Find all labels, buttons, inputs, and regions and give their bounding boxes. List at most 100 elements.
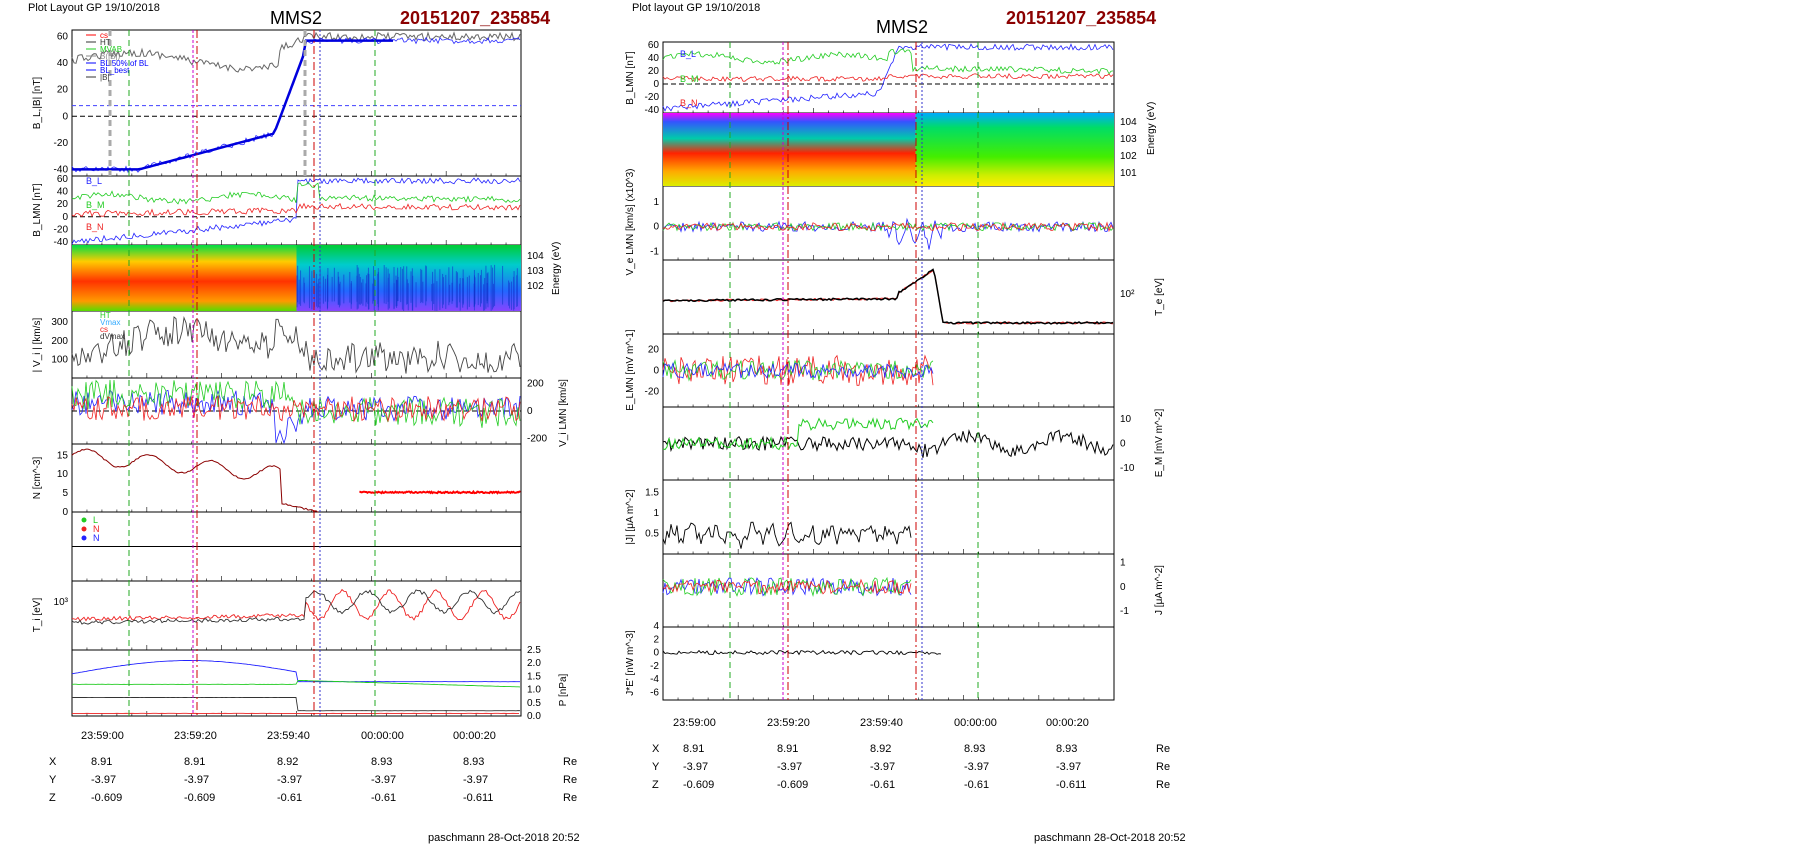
right-jlmn-tick: 1	[1120, 558, 1126, 569]
right-em-tick: 0	[1120, 439, 1126, 450]
left-vi-tick: 100	[51, 354, 68, 365]
left-p-tick: 0.0	[527, 711, 541, 722]
left-orbit-unit: Re	[563, 756, 577, 768]
right-orbit-value: -0.609	[683, 779, 714, 791]
left-orbit-value: -3.97	[184, 774, 209, 786]
right-jlmn-ylabel: J [μA m^-2]	[1154, 565, 1165, 615]
right-footer: paschmann 28-Oct-2018 20:52	[1034, 832, 1186, 844]
right-blmn-tick: -40	[645, 105, 660, 116]
legend-dot	[82, 518, 87, 523]
left-orbit-value: 8.91	[91, 756, 112, 768]
left-blmn-legend: B_M	[86, 200, 105, 210]
right-ylabel: E_LMN [mV m^-1]	[625, 329, 636, 411]
left-vi-legend: dVmax	[100, 332, 125, 341]
right-blmn-legend: B_M	[680, 74, 699, 84]
right-jlmn-tick: -1	[1120, 606, 1129, 617]
right-jlmn-tick: 0	[1120, 582, 1126, 593]
right-elmn-tick: 20	[648, 345, 660, 356]
right-te-ylabel: T_e [eV]	[1154, 278, 1165, 316]
right-time-label: 00:00:20	[1046, 717, 1089, 729]
left-p-tick: 1.0	[527, 685, 541, 696]
left-panel-frame-1	[72, 30, 521, 176]
right-je-tick: 4	[653, 621, 659, 632]
right-orbit-value: -3.97	[1056, 761, 1081, 773]
left-spectrogram-hot	[72, 245, 297, 311]
left-bl-tick: 20	[57, 85, 69, 96]
left-p-e	[72, 697, 520, 710]
left-spec-ylabel: Energy (eV)	[551, 242, 562, 295]
right-em-tick: -10	[1120, 463, 1135, 474]
right-blmn-legend: B_N	[680, 98, 698, 108]
right-orbit-row-label: Y	[652, 761, 659, 773]
right-em-ylabel: E_M [mV m^-2]	[1154, 408, 1165, 477]
left-blmn-tick: -40	[54, 237, 69, 248]
left-orbit-value: 8.91	[184, 756, 205, 768]
left-orbit-value: -0.61	[277, 792, 302, 804]
left-bl-tick: 60	[57, 32, 69, 43]
right-j-tick: 1	[653, 508, 659, 519]
right-orbit-row-label: X	[652, 743, 659, 755]
right-j-tick: 1.5	[645, 487, 659, 498]
right-orbit-value: 8.93	[964, 743, 985, 755]
right-orbit-value: -0.611	[1056, 779, 1086, 791]
left-spec-tick: 104	[527, 251, 544, 262]
left-n-tick: 10	[57, 469, 69, 480]
left-time-label: 00:00:00	[361, 730, 404, 742]
left-orbit-value: -0.609	[91, 792, 122, 804]
right-spectrogram-hot	[663, 113, 916, 186]
right-time-label: 23:59:20	[767, 717, 810, 729]
right-ve-tick: 1	[653, 197, 659, 208]
left-ylabel: N [cm^-3]	[32, 457, 43, 500]
right-orbit-value: -0.61	[964, 779, 989, 791]
right-spec-ylabel: Energy (eV)	[1146, 102, 1157, 155]
left-time-label: 23:59:20	[174, 730, 217, 742]
right-orbit-unit: Re	[1156, 743, 1170, 755]
right-jmag-series	[663, 522, 911, 548]
left-orbit-value: 8.93	[463, 756, 484, 768]
left-blmn-tick: 60	[57, 174, 69, 185]
right-spec-tick: 102	[1120, 151, 1137, 162]
left-spec-tick: 103	[527, 266, 544, 277]
left-orbit-value: -0.609	[184, 792, 215, 804]
right-panel-frame-9	[663, 627, 1114, 700]
left-ti-perp	[72, 590, 520, 624]
right-time-label: 23:59:40	[860, 717, 903, 729]
right-elmn-tick: -20	[645, 386, 660, 397]
right-panel-frame-3	[663, 186, 1114, 260]
left-blmn-M	[72, 183, 520, 204]
left-bl-legend: |B|	[100, 73, 110, 82]
left-lmn-legend: N	[93, 533, 100, 543]
left-time-label: 23:59:40	[267, 730, 310, 742]
left-vilmn-ylabel: V_i LMN [km/s]	[558, 379, 569, 447]
right-orbit-unit: Re	[1156, 779, 1170, 791]
right-orbit-value: -3.97	[964, 761, 989, 773]
right-ve-tick: 0	[653, 222, 659, 233]
right-blmn-tick: 40	[648, 53, 660, 64]
left-vilmn-tick: 0	[527, 406, 533, 417]
right-je-tick: 0	[653, 648, 659, 659]
right-spec-tick: 104	[1120, 117, 1137, 128]
right-blmn-legend: B_L	[680, 49, 696, 59]
left-orbit-value: -0.61	[371, 792, 396, 804]
left-orbit-value: -3.97	[91, 774, 116, 786]
left-n-series2	[359, 492, 520, 494]
legend-dot	[82, 536, 87, 541]
left-n-tick: 15	[57, 450, 69, 461]
right-orbit-value: -0.61	[870, 779, 895, 791]
left-orbit-value: 8.93	[371, 756, 392, 768]
left-panel-frame-4	[72, 311, 521, 378]
left-blmn-L	[72, 178, 520, 244]
right-orbit-value: 8.92	[870, 743, 891, 755]
right-je-series	[663, 651, 941, 655]
left-vilmn-L	[72, 390, 520, 443]
right-orbit-value: 8.93	[1056, 743, 1077, 755]
right-blmn-tick: -20	[645, 92, 660, 103]
left-ti-par	[72, 590, 520, 621]
right-spectrogram-cold	[916, 113, 1114, 186]
left-orbit-row-label: Y	[49, 774, 56, 786]
left-vi-tick: 300	[51, 317, 68, 328]
right-em-E	[663, 418, 933, 449]
right-ylabel: B_LMN [nT]	[625, 51, 636, 105]
left-orbit-row-label: Z	[49, 792, 56, 804]
left-bl-tick: 0	[62, 111, 68, 122]
